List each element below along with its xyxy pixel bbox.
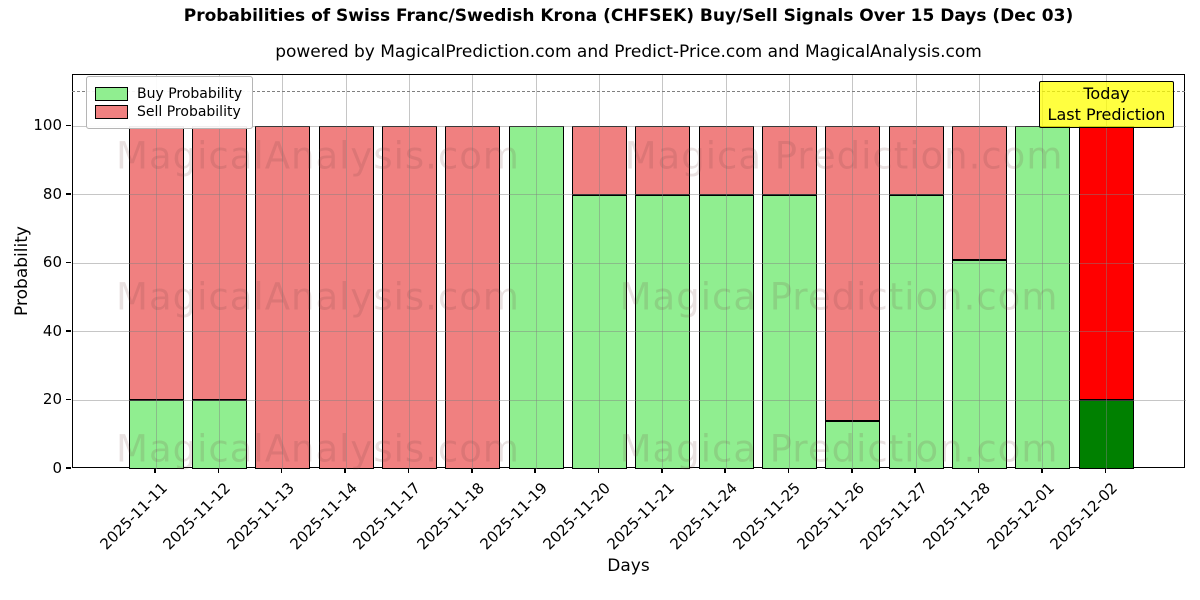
y-tick-label: 40 [42, 321, 62, 340]
x-tick-label: 2025-11-25 [729, 479, 805, 554]
x-tick-label: 2025-11-18 [413, 479, 488, 554]
legend: Buy Probability Sell Probability [86, 76, 254, 129]
bar-segment-sell [191, 126, 247, 401]
x-tick-mark [977, 468, 980, 473]
watermark-text: MagicalAnalysis.com [116, 275, 520, 319]
buy-swatch-icon [95, 87, 128, 101]
today-annotation: Today Last Prediction [1039, 81, 1174, 128]
chart-subtitle: powered by MagicalPrediction.com and Pre… [275, 42, 982, 62]
x-tick-mark [787, 468, 790, 473]
bar-segment-buy [128, 400, 184, 469]
today-line1: Today [1083, 84, 1130, 103]
x-tick-label: 2025-11-11 [96, 479, 171, 554]
x-tick-label: 2025-11-20 [539, 479, 615, 554]
legend-label-sell: Sell Probability [137, 104, 241, 120]
y-tick-label: 20 [42, 390, 62, 409]
legend-entry-sell: Sell Probability [95, 104, 242, 120]
x-tick-label: 2025-11-14 [286, 479, 361, 554]
y-tick-mark [66, 467, 71, 469]
x-tick-label: 2025-11-19 [476, 479, 551, 554]
bar-segment-buy [825, 421, 881, 469]
x-tick-mark [1041, 468, 1043, 473]
bar-segment-sell [952, 126, 1008, 260]
legend-label-buy: Buy Probability [137, 86, 243, 102]
sell-swatch-icon [95, 105, 128, 119]
y-tick-mark [66, 330, 71, 332]
x-tick-label: 2025-11-27 [856, 479, 931, 554]
x-axis-label: Days [607, 556, 650, 576]
x-tick-mark [154, 468, 156, 473]
bar-segment-sell [255, 126, 311, 469]
x-tick-mark [217, 468, 220, 473]
bar-segment-sell [888, 126, 944, 195]
bar-segment-sell [1078, 126, 1134, 401]
x-tick-mark [1104, 468, 1106, 473]
bar-segment-buy [508, 126, 564, 469]
watermark-text: Magica Prediction.com [624, 134, 1064, 178]
x-tick-label: 2025-11-17 [349, 479, 425, 554]
bar-segment-buy [762, 194, 817, 469]
bar-segment-sell [571, 126, 627, 195]
x-tick-label: 2025-11-13 [223, 479, 298, 554]
bar-segment-sell [381, 126, 437, 469]
x-tick-mark [724, 468, 726, 473]
x-tick-mark [661, 468, 663, 473]
y-tick-label: 100 [33, 116, 62, 135]
bar-segment-sell [762, 126, 817, 195]
x-tick-mark [534, 468, 536, 473]
today-line2: Last Prediction [1047, 105, 1166, 124]
y-tick-mark [66, 124, 71, 127]
bar-segment-buy [191, 400, 247, 469]
bar-segment-sell [698, 126, 754, 195]
bar-segment-buy [1015, 126, 1071, 469]
bar-segment-buy [698, 194, 754, 469]
plot-area: MagicalAnalysis.com Magica Prediction.com… [72, 74, 1186, 471]
x-tick-mark [597, 468, 600, 473]
x-tick-mark [851, 468, 853, 473]
y-tick-mark [66, 398, 71, 401]
bar-segment-sell [128, 126, 184, 401]
watermark-text: Magica Prediction.com [619, 275, 1059, 319]
bar-segment-buy [571, 194, 627, 469]
y-tick-label: 60 [42, 253, 62, 272]
x-tick-mark [471, 468, 473, 473]
x-tick-mark [407, 468, 410, 473]
bar-segment-sell [635, 126, 691, 195]
watermark-text: MagicalAnalysis.com [116, 427, 520, 471]
watermark-text: Magica Prediction.com [619, 427, 1059, 471]
bar-segment-buy [1078, 400, 1134, 469]
bar-segment-sell [825, 126, 881, 422]
y-tick-mark [66, 193, 71, 195]
bar-segment-buy [888, 194, 944, 469]
x-tick-mark [344, 468, 346, 473]
chart-title: Probabilities of Swiss Franc/Swedish Kro… [183, 6, 1074, 26]
legend-entry-buy: Buy Probability [95, 86, 242, 102]
y-tick-mark [66, 261, 71, 264]
x-tick-label: 2025-12-02 [1046, 479, 1121, 554]
y-tick-label: 80 [42, 184, 62, 203]
x-tick-label: 2025-11-24 [666, 479, 741, 554]
upper-dashed-line [72, 91, 1185, 93]
x-tick-label: 2025-11-26 [793, 479, 868, 554]
x-tick-label: 2025-11-21 [603, 479, 678, 554]
x-tick-label: 2025-11-12 [159, 479, 235, 554]
bar-segment-buy [635, 194, 691, 469]
bar-segment-sell [318, 126, 374, 469]
x-tick-label: 2025-11-28 [919, 479, 995, 554]
x-tick-label: 2025-12-01 [983, 479, 1058, 554]
y-tick-label: 0 [52, 459, 62, 477]
x-tick-mark [280, 468, 283, 473]
bar-segment-sell [445, 126, 501, 469]
x-tick-mark [914, 468, 916, 473]
bar-segment-buy [952, 260, 1008, 469]
watermark-text: MagicalAnalysis.com [116, 134, 520, 178]
